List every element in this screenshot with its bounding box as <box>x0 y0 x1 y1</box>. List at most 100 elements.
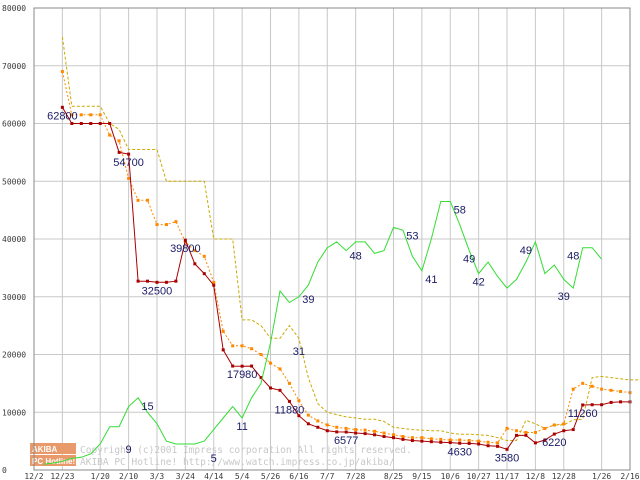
url-text: AKIBA PC Hotline! http://www.watch.impre… <box>80 457 395 468</box>
series-point-1 <box>325 423 329 427</box>
x-tick-label: 4/14 <box>204 472 223 480</box>
series-point-2 <box>354 431 358 435</box>
series-line-3 <box>43 201 602 465</box>
series-point-2 <box>146 279 150 283</box>
series-point-2 <box>590 403 594 407</box>
series-point-2 <box>600 403 604 407</box>
series-point-2 <box>552 432 556 436</box>
series-point-1 <box>278 367 282 371</box>
x-tick-label: 3/24 <box>176 472 195 480</box>
data-label: 11 <box>236 421 247 433</box>
series-point-2 <box>363 432 367 436</box>
series-point-2 <box>496 444 500 448</box>
data-label: 49 <box>463 254 475 266</box>
data-label: 39 <box>302 294 314 306</box>
series-point-2 <box>98 122 102 125</box>
y-tick-label: 80000 <box>2 4 26 13</box>
data-label: 11260 <box>568 408 598 420</box>
data-label: 17980 <box>227 369 258 381</box>
y-tick-label: 10000 <box>2 408 26 417</box>
x-tick-label: 2/16 <box>620 472 639 480</box>
series-point-2 <box>401 437 405 441</box>
series-point-1 <box>335 425 339 429</box>
series-point-2 <box>571 428 575 432</box>
grid <box>33 7 631 471</box>
series-point-2 <box>391 436 395 440</box>
x-tick-label: 9/15 <box>412 472 431 480</box>
series-point-1 <box>164 223 168 227</box>
y-tick-label: 50000 <box>2 177 26 186</box>
series-point-2 <box>562 429 566 433</box>
data-label: 41 <box>425 274 437 286</box>
series-point-1 <box>401 435 405 439</box>
series-point-1 <box>514 429 518 433</box>
series-point-2 <box>79 122 83 125</box>
series-point-2 <box>212 283 216 287</box>
series-point-1 <box>287 381 291 385</box>
x-tick-label: 5/26 <box>261 472 280 480</box>
series-point-2 <box>505 447 509 451</box>
data-label: 39 <box>558 291 570 303</box>
y-tick-label: 40000 <box>2 235 26 244</box>
data-label: 49 <box>520 245 532 257</box>
series-point-2 <box>581 403 585 407</box>
series-point-1 <box>193 249 197 253</box>
series-point-1 <box>477 439 481 443</box>
series-point-2 <box>533 441 537 445</box>
series-point-2 <box>60 105 64 109</box>
series-point-1 <box>155 223 159 227</box>
series-point-2 <box>221 348 225 352</box>
series-point-2 <box>136 279 140 283</box>
series-line-0 <box>61 36 640 441</box>
series-point-1 <box>344 426 348 430</box>
series-point-1 <box>448 438 452 442</box>
series-point-2 <box>269 386 273 390</box>
series-point-1 <box>316 419 320 423</box>
series-point-2 <box>297 414 301 418</box>
series-point-1 <box>590 384 594 388</box>
data-label: 32500 <box>142 285 173 297</box>
series-layer <box>43 36 640 465</box>
data-label: 9 <box>126 444 132 456</box>
series-point-1 <box>496 441 500 445</box>
series-point-2 <box>89 122 93 125</box>
series-point-1 <box>391 433 395 437</box>
data-label: 54700 <box>113 157 144 169</box>
series-point-1 <box>89 113 93 117</box>
series-point-1 <box>117 139 121 143</box>
series-point-2 <box>287 399 291 403</box>
axes: 0 10000 20000 30000 40000 50000 60000 70000 8000… <box>2 4 640 480</box>
data-label: 15 <box>141 401 153 413</box>
series-point-1 <box>174 220 178 224</box>
series-point-1 <box>609 388 613 392</box>
series-point-2 <box>467 441 471 445</box>
x-tick-label: 12/23 <box>50 472 74 480</box>
akiba-logo: AKIBA PC Hotline! <box>30 443 76 466</box>
series-point-2 <box>202 272 206 276</box>
series-point-2 <box>306 422 310 426</box>
data-label: 6577 <box>334 435 358 447</box>
x-tick-label: 10/6 <box>441 472 460 480</box>
data-labels: 62800 54700 32500 39800 17980 11880 6577 4630 35… <box>47 110 598 464</box>
x-tick-label: 2/10 <box>119 472 138 480</box>
data-label: 48 <box>567 251 579 263</box>
data-label: 11880 <box>275 404 305 416</box>
series-point-2 <box>117 150 121 154</box>
series-point-2 <box>108 122 112 125</box>
series-point-1 <box>420 436 424 440</box>
series-point-2 <box>70 122 74 125</box>
x-tick-label: 1/20 <box>91 472 110 480</box>
series-point-1 <box>600 387 604 391</box>
series-point-2 <box>164 280 168 284</box>
logo-bottom-text: PC Hotline! <box>32 457 75 466</box>
series-point-2 <box>259 376 263 380</box>
x-tick-label: 10/27 <box>467 472 491 480</box>
series-point-1 <box>373 429 377 433</box>
series-point-2 <box>477 442 481 446</box>
series-point-1 <box>524 430 528 434</box>
x-tick-label: 12/2 <box>24 472 43 480</box>
series-point-1 <box>202 254 206 258</box>
series-point-2 <box>231 364 235 368</box>
data-label: 48 <box>350 251 362 263</box>
series-point-2 <box>316 425 320 429</box>
